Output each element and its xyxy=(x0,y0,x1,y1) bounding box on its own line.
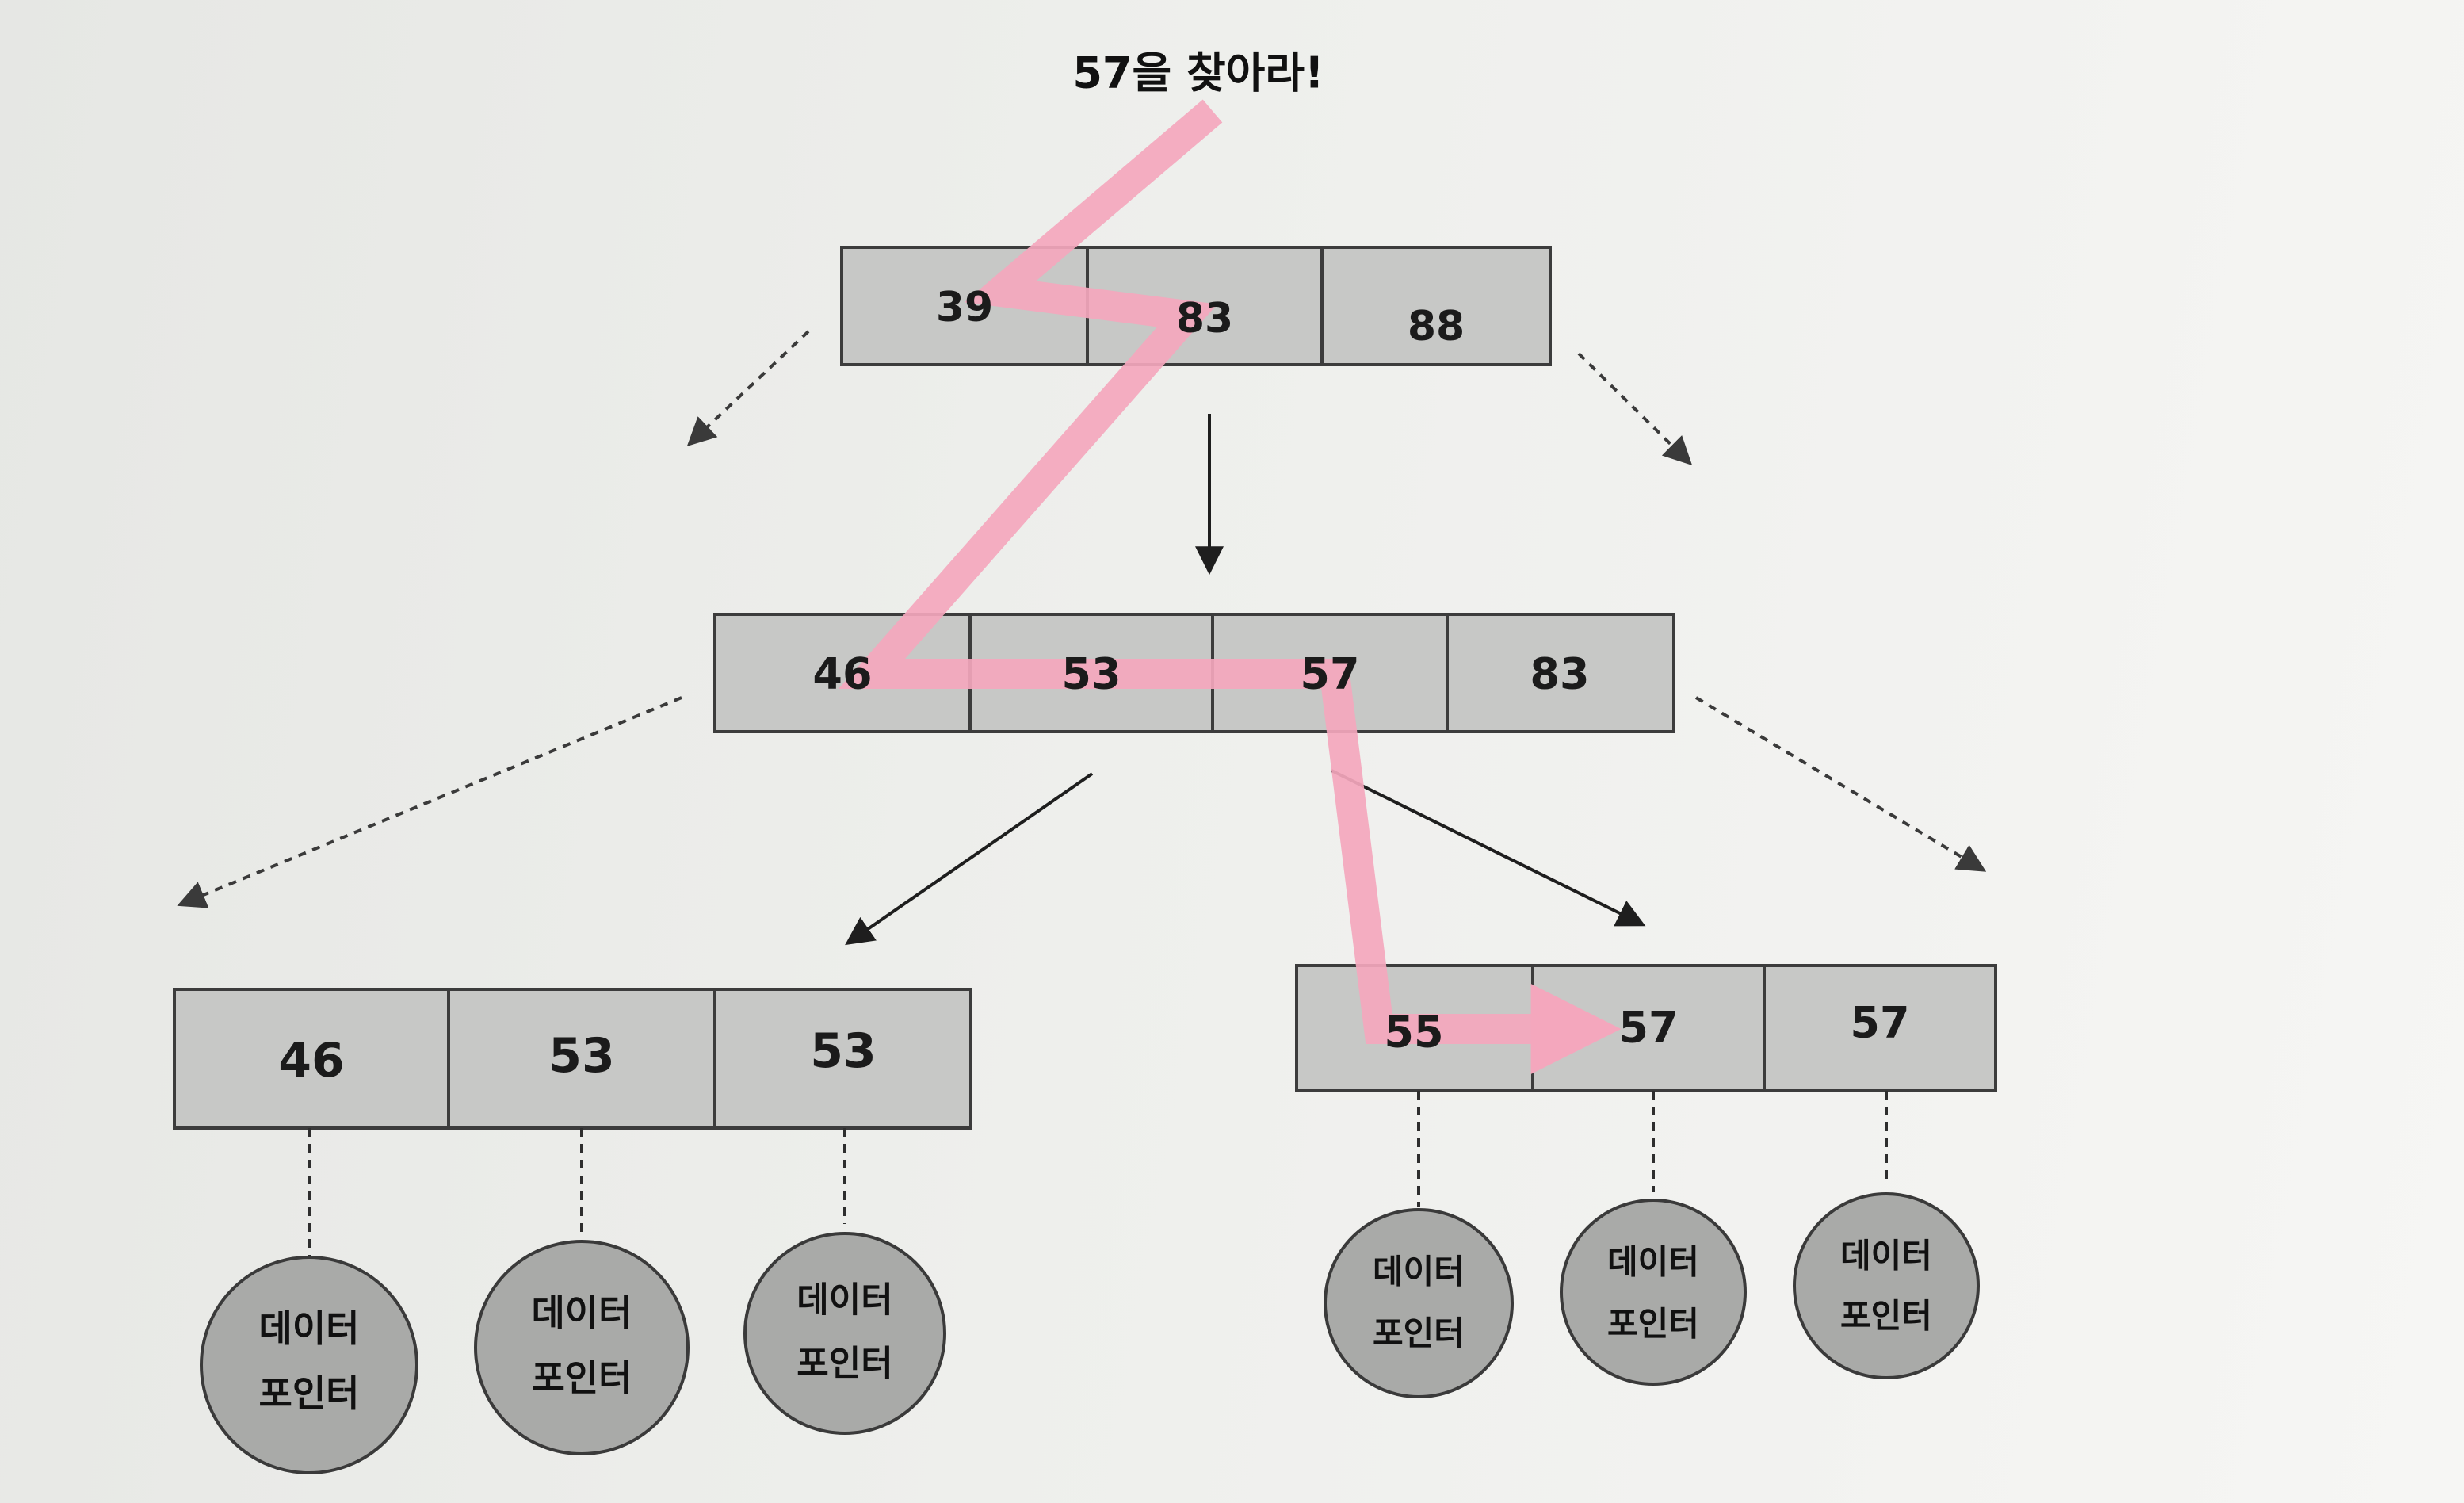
pointer-circle-left-1 xyxy=(200,1256,418,1474)
diagram-title: 57을 찾아라! xyxy=(1072,48,1324,98)
dashed-arrow-internal-right xyxy=(1694,696,1987,872)
internal-key-1: 46 xyxy=(812,649,872,699)
pointer-label-right-1: 데이터 포인터 xyxy=(1373,1252,1465,1353)
svg-text:데이터: 데이터 xyxy=(1607,1243,1699,1282)
dashed-arrow-root-right xyxy=(1577,352,1693,466)
leaf-left-key-2: 53 xyxy=(548,1028,615,1084)
pointer-label-left-2: 데이터 포인터 xyxy=(532,1291,632,1399)
leaf-left-box xyxy=(173,988,972,1130)
svg-text:포인터: 포인터 xyxy=(259,1372,360,1415)
pointer-label-left-1: 데이터 포인터 xyxy=(259,1307,360,1415)
svg-text:데이터: 데이터 xyxy=(1840,1237,1932,1275)
leaf-right-key-2: 57 xyxy=(1618,1003,1678,1053)
svg-text:데이터: 데이터 xyxy=(532,1291,632,1334)
pointer-circle-right-1 xyxy=(1324,1208,1514,1398)
pointer-circle-left-3 xyxy=(743,1232,946,1435)
svg-text:데이터: 데이터 xyxy=(1373,1252,1465,1291)
root-key-1: 39 xyxy=(936,284,993,331)
arrow-internal-to-leaf-right xyxy=(1331,769,1646,927)
pointer-label-left-3: 데이터 포인터 xyxy=(797,1280,892,1384)
internal-key-3: 57 xyxy=(1300,649,1359,699)
pointer-label-right-2: 데이터 포인터 xyxy=(1607,1243,1699,1344)
leaf-right-key-3: 57 xyxy=(1850,998,1909,1048)
pointer-circle-right-3 xyxy=(1793,1192,1980,1379)
data-pointer-circles xyxy=(200,1192,1980,1474)
dashed-arrow-root-left xyxy=(686,330,810,446)
search-path-highlight xyxy=(838,99,1622,1074)
pointer-connectors xyxy=(308,1091,1888,1259)
leaf-left-node xyxy=(173,988,972,1130)
svg-text:포인터: 포인터 xyxy=(797,1344,892,1384)
leaf-right-key-1: 55 xyxy=(1384,1008,1443,1057)
root-key-3: 88 xyxy=(1408,303,1465,350)
svg-text:포인터: 포인터 xyxy=(532,1356,632,1399)
root-key-2: 83 xyxy=(1176,295,1233,342)
svg-text:데이터: 데이터 xyxy=(797,1280,892,1321)
pointer-circle-left-2 xyxy=(474,1240,690,1455)
svg-text:데이터: 데이터 xyxy=(259,1307,360,1350)
internal-key-2: 53 xyxy=(1061,649,1121,699)
svg-text:포인터: 포인터 xyxy=(1840,1297,1932,1336)
svg-text:포인터: 포인터 xyxy=(1607,1305,1699,1344)
leaf-left-key-1: 46 xyxy=(278,1033,345,1088)
pointer-label-right-3: 데이터 포인터 xyxy=(1840,1237,1932,1336)
arrow-internal-to-leaf-left xyxy=(845,772,1094,946)
pointer-circle-right-2 xyxy=(1560,1199,1747,1386)
internal-key-4: 83 xyxy=(1530,649,1589,699)
dashed-arrow-internal-left xyxy=(177,696,682,908)
svg-text:포인터: 포인터 xyxy=(1373,1314,1465,1353)
leaf-left-key-3: 53 xyxy=(810,1023,877,1079)
